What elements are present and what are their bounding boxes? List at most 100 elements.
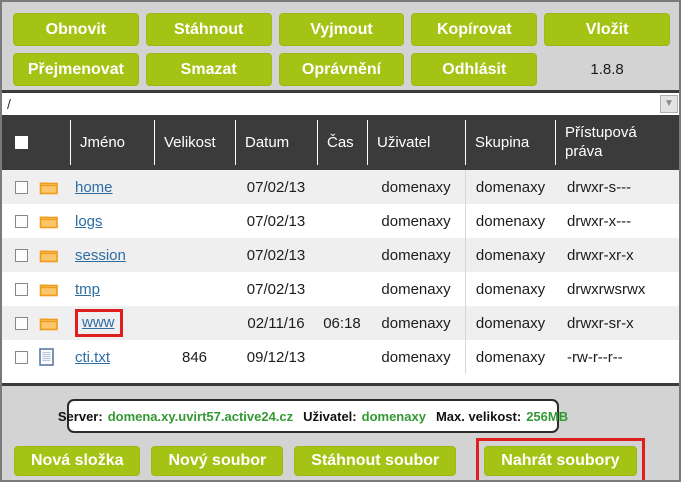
- folder-link[interactable]: www: [82, 314, 115, 331]
- group-cell: domenaxy: [465, 272, 555, 306]
- permissions-cell: -rw-r--r--: [567, 348, 623, 366]
- current-path: /: [7, 96, 11, 112]
- toolbar: Obnovit Stáhnout Vyjmout Kopírovat Vloži…: [2, 2, 679, 90]
- column-header-size: Velikost: [154, 115, 235, 170]
- group-cell: domenaxy: [465, 340, 555, 374]
- row-checkbox[interactable]: [15, 180, 28, 194]
- folder-icon: [39, 247, 59, 263]
- permissions-cell: drwxr-xr-x: [567, 246, 634, 264]
- folder-link[interactable]: tmp: [75, 280, 101, 298]
- group-cell: domenaxy: [465, 306, 555, 340]
- download-button[interactable]: Stáhnout: [145, 13, 272, 46]
- group-cell: domenaxy: [465, 204, 555, 238]
- time-cell: 06:18: [323, 314, 361, 332]
- column-header-permissions: Přístupová práva: [555, 115, 679, 170]
- row-checkbox[interactable]: [15, 282, 28, 296]
- red-highlight-box: www: [75, 309, 123, 337]
- user-cell: domenaxy: [381, 246, 451, 264]
- time-cell: [317, 272, 367, 306]
- size-cell: [154, 238, 235, 272]
- new-folder-button[interactable]: Nová složka: [14, 446, 141, 476]
- date-cell: 07/02/13: [246, 246, 306, 264]
- date-cell: 07/02/13: [246, 212, 306, 230]
- time-cell: [317, 170, 367, 204]
- table-row: cti.txt 846 09/12/13 domenaxy domenaxy -…: [2, 340, 679, 374]
- permissions-cell: drwxr-s---: [567, 178, 632, 196]
- new-file-button[interactable]: Nový soubor: [151, 446, 284, 476]
- bottom-buttons: Nová složka Nový soubor Stáhnout soubor …: [14, 438, 645, 480]
- folder-link[interactable]: logs: [75, 212, 103, 230]
- size-cell: 846: [181, 348, 208, 366]
- copy-button[interactable]: Kopírovat: [411, 13, 538, 46]
- table-row: logs 07/02/13 domenaxy domenaxy drwxr-x-…: [2, 204, 679, 238]
- rename-button[interactable]: Přejmenovat: [13, 53, 139, 86]
- time-cell: [317, 204, 367, 238]
- table-row: home 07/02/13 domenaxy domenaxy drwxr-s-…: [2, 170, 679, 204]
- size-cell: [154, 306, 235, 340]
- table-row: www 02/11/16 06:18 domenaxy domenaxy drw…: [2, 306, 679, 340]
- file-icon: [39, 348, 54, 366]
- logout-button[interactable]: Odhlásit: [411, 53, 538, 86]
- size-cell: [154, 272, 235, 306]
- red-highlight-box: Nahrát soubory: [476, 438, 645, 480]
- upload-files-button[interactable]: Nahrát soubory: [484, 446, 637, 476]
- permissions-cell: drwxrwsrwx: [567, 280, 646, 298]
- refresh-button[interactable]: Obnovit: [13, 13, 139, 46]
- time-cell: [317, 340, 367, 374]
- column-header-user: Uživatel: [367, 115, 465, 170]
- permissions-cell: drwxr-sr-x: [567, 314, 634, 332]
- date-cell: 07/02/13: [246, 178, 306, 196]
- table-row: tmp 07/02/13 domenaxy domenaxy drwxrwsrw…: [2, 272, 679, 306]
- date-cell: 07/02/13: [246, 280, 306, 298]
- row-checkbox[interactable]: [15, 350, 28, 364]
- download-file-button[interactable]: Stáhnout soubor: [294, 446, 457, 476]
- folder-icon: [39, 213, 59, 229]
- permissions-button[interactable]: Oprávnění: [278, 53, 405, 86]
- column-header-group: Skupina: [465, 115, 555, 170]
- max-size-value: 256MB: [526, 408, 569, 424]
- user-label: Uživatel:: [303, 408, 357, 424]
- date-cell: 09/12/13: [246, 348, 306, 366]
- folder-link[interactable]: home: [75, 178, 113, 196]
- row-checkbox[interactable]: [15, 248, 28, 262]
- folder-icon: [39, 179, 59, 195]
- file-list: home 07/02/13 domenaxy domenaxy drwxr-s-…: [2, 170, 679, 374]
- group-cell: domenaxy: [465, 238, 555, 272]
- max-size-label: Max. velikost:: [435, 408, 522, 424]
- folder-link[interactable]: session: [75, 246, 126, 264]
- time-cell: [317, 238, 367, 272]
- chevron-down-icon[interactable]: ▼: [660, 95, 678, 113]
- divider: [2, 383, 679, 386]
- footer: Server: domena.xy.uvirt57.active24.cz Už…: [2, 386, 679, 480]
- row-checkbox[interactable]: [15, 316, 28, 330]
- permissions-cell: drwxr-x---: [567, 212, 632, 230]
- size-cell: [154, 170, 235, 204]
- paste-button[interactable]: Vložit: [544, 13, 670, 46]
- user-cell: domenaxy: [381, 178, 451, 196]
- path-select[interactable]: / ▼: [2, 90, 679, 115]
- select-all-checkbox[interactable]: [15, 136, 28, 149]
- column-header-time: Čas: [317, 115, 367, 170]
- user-cell: domenaxy: [381, 348, 451, 366]
- delete-button[interactable]: Smazat: [145, 53, 272, 86]
- spacer: [2, 374, 679, 383]
- user-cell: domenaxy: [381, 314, 451, 332]
- server-label: Server:: [57, 408, 103, 424]
- folder-icon: [39, 281, 59, 297]
- group-cell: domenaxy: [465, 170, 555, 204]
- file-link[interactable]: cti.txt: [75, 348, 111, 366]
- user-cell: domenaxy: [381, 280, 451, 298]
- size-cell: [154, 204, 235, 238]
- cut-button[interactable]: Vyjmout: [278, 13, 405, 46]
- column-header-name: Jméno: [70, 115, 154, 170]
- table-header: Jméno Velikost Datum Čas Uživatel Skupin…: [2, 115, 679, 170]
- column-header-date: Datum: [235, 115, 317, 170]
- user-value: domenaxy: [361, 408, 426, 424]
- server-info-box: Server: domena.xy.uvirt57.active24.cz Už…: [58, 399, 568, 433]
- version-label: 1.8.8: [590, 61, 624, 78]
- table-row: session 07/02/13 domenaxy domenaxy drwxr…: [2, 238, 679, 272]
- row-checkbox[interactable]: [15, 214, 28, 228]
- folder-icon: [39, 315, 59, 331]
- user-cell: domenaxy: [381, 212, 451, 230]
